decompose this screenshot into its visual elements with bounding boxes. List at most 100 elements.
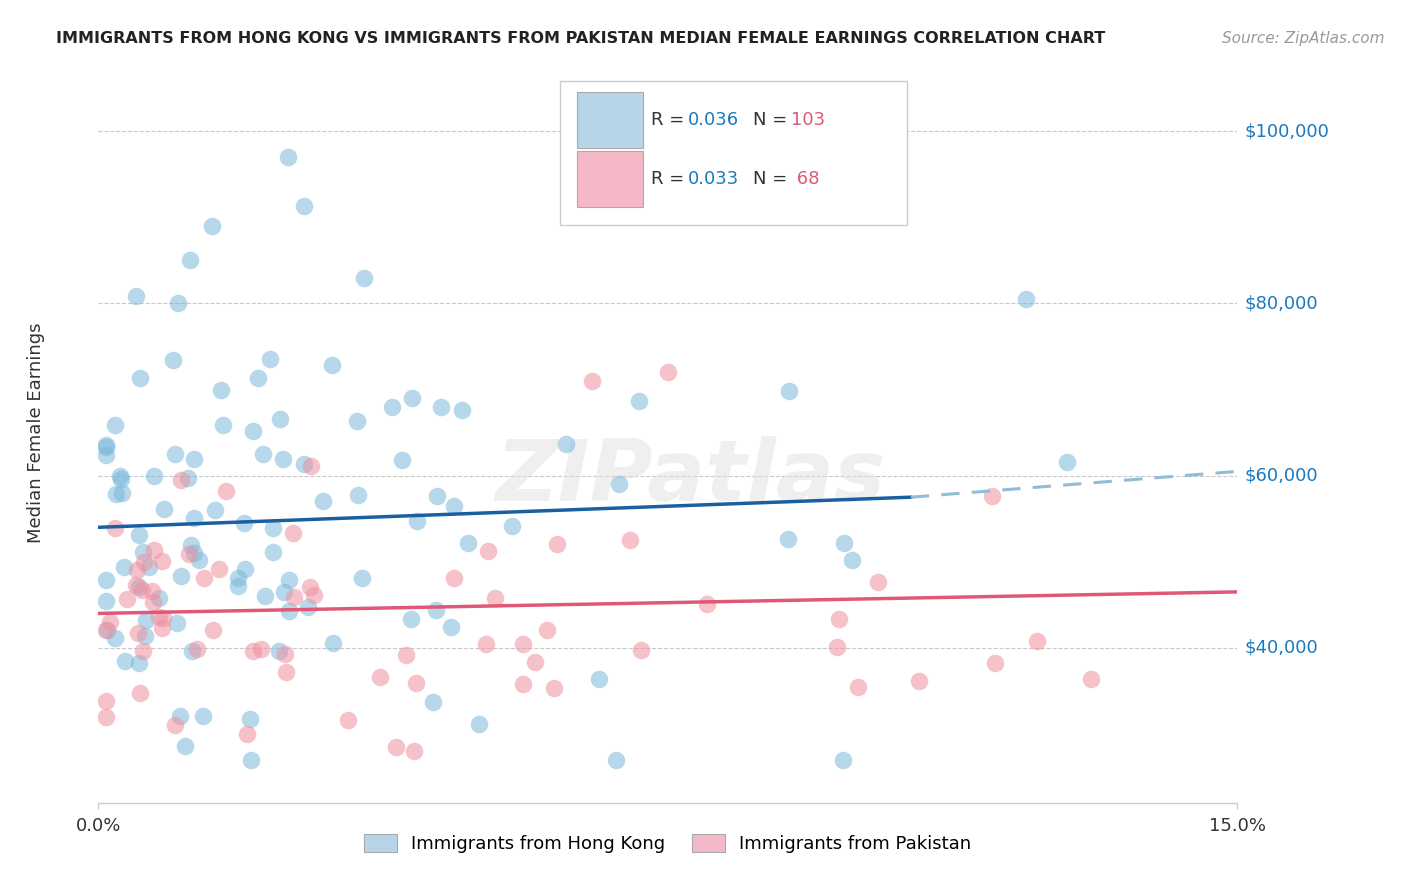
- Point: [832, 536, 855, 550]
- Point: [181, 644, 204, 658]
- Point: [262, 520, 284, 534]
- Point: [211, 417, 233, 432]
- Point: [111, 485, 134, 500]
- Point: [233, 562, 256, 576]
- Point: [346, 488, 368, 502]
- Text: 0.033: 0.033: [689, 169, 740, 187]
- Point: [148, 591, 170, 606]
- Point: [104, 521, 127, 535]
- Point: [269, 411, 291, 425]
- Point: [450, 403, 472, 417]
- Point: [457, 536, 479, 550]
- Point: [173, 739, 195, 754]
- Point: [277, 604, 299, 618]
- Point: [166, 615, 188, 630]
- Point: [302, 588, 325, 602]
- Point: [321, 358, 343, 372]
- Point: [169, 709, 191, 723]
- Point: [512, 637, 534, 651]
- Point: [183, 545, 205, 559]
- FancyBboxPatch shape: [576, 152, 643, 207]
- Point: [297, 599, 319, 614]
- Point: [401, 391, 423, 405]
- Point: [778, 384, 800, 398]
- Point: [981, 489, 1004, 503]
- Point: [94, 624, 117, 638]
- Point: [170, 473, 193, 487]
- Point: [142, 469, 165, 483]
- Point: [1025, 634, 1047, 648]
- Point: [177, 547, 200, 561]
- Point: [443, 571, 465, 585]
- Point: [381, 400, 404, 414]
- Point: [148, 609, 170, 624]
- Point: [353, 270, 375, 285]
- Text: $80,000: $80,000: [1244, 294, 1317, 312]
- Point: [186, 642, 208, 657]
- Point: [202, 624, 225, 638]
- Point: [259, 352, 281, 367]
- Point: [125, 563, 148, 577]
- Point: [132, 545, 155, 559]
- Point: [402, 744, 425, 758]
- Point: [242, 644, 264, 658]
- Point: [215, 484, 238, 499]
- Point: [440, 620, 463, 634]
- Text: N =: N =: [754, 112, 793, 129]
- Point: [484, 591, 506, 606]
- Point: [138, 560, 160, 574]
- Point: [385, 740, 408, 755]
- Point: [153, 501, 176, 516]
- Point: [165, 447, 187, 461]
- Point: [142, 543, 165, 558]
- Point: [162, 352, 184, 367]
- Point: [657, 365, 679, 379]
- Point: [831, 753, 853, 767]
- Point: [1056, 454, 1078, 468]
- Text: $100,000: $100,000: [1244, 122, 1329, 140]
- Point: [425, 489, 447, 503]
- Point: [846, 680, 869, 694]
- Point: [581, 374, 603, 388]
- Point: [167, 295, 190, 310]
- Point: [588, 672, 610, 686]
- Point: [104, 417, 127, 432]
- Point: [128, 528, 150, 542]
- Point: [246, 371, 269, 385]
- Point: [170, 569, 193, 583]
- Text: 0.036: 0.036: [689, 112, 740, 129]
- Point: [277, 150, 299, 164]
- Point: [131, 583, 153, 598]
- Point: [443, 500, 465, 514]
- Point: [271, 451, 294, 466]
- Point: [368, 670, 391, 684]
- Point: [179, 253, 201, 268]
- Point: [128, 656, 150, 670]
- Point: [142, 595, 165, 609]
- Point: [630, 642, 652, 657]
- Point: [239, 712, 262, 726]
- Point: [180, 538, 202, 552]
- Point: [193, 571, 215, 585]
- Point: [132, 555, 155, 569]
- Point: [188, 553, 211, 567]
- Point: [129, 686, 152, 700]
- Point: [127, 625, 149, 640]
- Point: [135, 613, 157, 627]
- Point: [311, 494, 333, 508]
- Text: Median Female Earnings: Median Female Earnings: [27, 322, 45, 543]
- Text: R =: R =: [651, 112, 690, 129]
- Point: [298, 580, 321, 594]
- Point: [150, 621, 173, 635]
- Point: [165, 718, 187, 732]
- Point: [152, 610, 174, 624]
- Point: [226, 579, 249, 593]
- Point: [501, 519, 523, 533]
- Point: [108, 469, 131, 483]
- Point: [406, 514, 429, 528]
- Point: [94, 441, 117, 455]
- Point: [104, 631, 127, 645]
- Point: [828, 612, 851, 626]
- Point: [128, 580, 150, 594]
- Point: [524, 655, 547, 669]
